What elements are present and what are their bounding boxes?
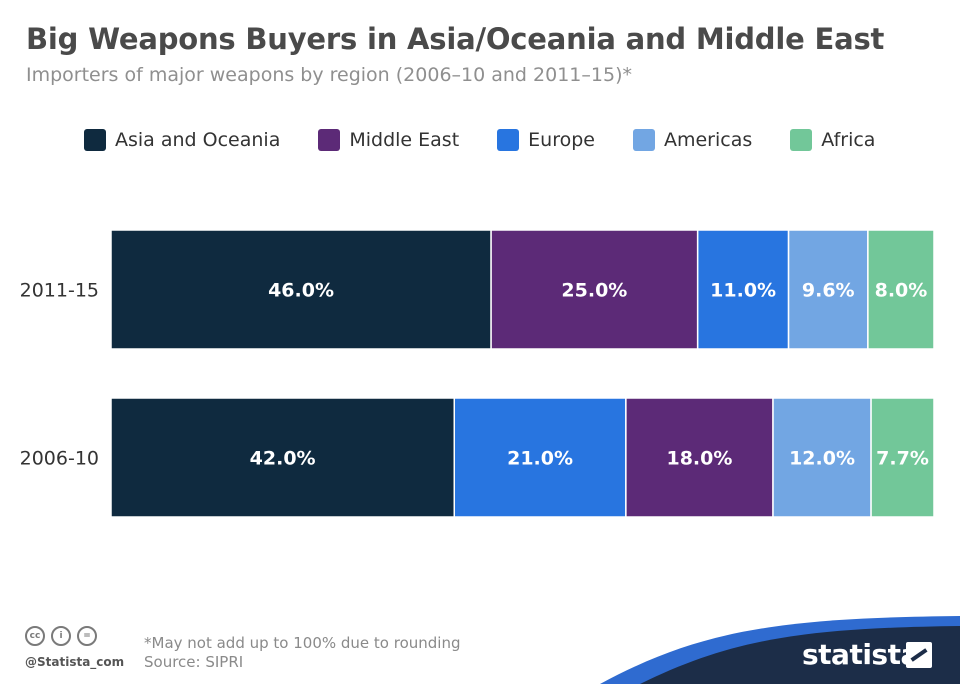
- legend-item: Americas: [632, 129, 753, 151]
- legend-swatch: [318, 129, 341, 151]
- data-label: 11.0%: [710, 280, 776, 302]
- bar-segment: [110, 397, 456, 518]
- chart-subtitle: Importers of major weapons by region (20…: [26, 64, 632, 86]
- bar-segment: [867, 229, 935, 350]
- bar-segment: [870, 397, 935, 518]
- category-label: 2006-10: [20, 448, 99, 470]
- legend-item: Africa: [790, 129, 875, 151]
- bar-segment: [110, 229, 492, 350]
- data-label: 42.0%: [250, 448, 316, 470]
- attribution-icon: i: [51, 626, 71, 646]
- license-icons: cc i =: [25, 626, 103, 646]
- data-label: 46.0%: [268, 280, 334, 302]
- legend-item: Middle East: [318, 129, 459, 151]
- data-label: 18.0%: [666, 448, 732, 470]
- data-label: 9.6%: [802, 280, 855, 302]
- legend: Asia and Oceania Middle East Europe America…: [84, 129, 913, 151]
- data-label: 12.0%: [789, 448, 855, 470]
- category-label: 2011-15: [20, 280, 99, 302]
- legend-swatch: [790, 129, 813, 151]
- source-text: Source: SIPRI: [144, 653, 244, 671]
- cc-icon: cc: [25, 626, 45, 646]
- statista-logo-mark: [906, 642, 932, 668]
- stacked-bar-chart: 2011-15 46.0% 25.0% 11.0% 9.6% 8.0% 2006-10 42.…: [20, 229, 935, 518]
- legend-label: Americas: [663, 129, 753, 151]
- legend-item: Europe: [497, 129, 595, 151]
- statista-handle: @Statista_com: [25, 655, 125, 669]
- footer-band: [600, 616, 960, 684]
- data-label: 25.0%: [561, 280, 627, 302]
- bar-segment: [772, 397, 872, 518]
- bar-segment: [453, 397, 627, 518]
- legend-label: Asia and Oceania: [115, 129, 281, 151]
- legend-label: Africa: [821, 129, 876, 151]
- data-label: 7.7%: [876, 448, 929, 470]
- legend-swatch: [497, 129, 520, 151]
- data-label: 21.0%: [507, 448, 573, 470]
- legend-swatch: [84, 129, 106, 151]
- no-derivatives-icon: =: [77, 626, 97, 646]
- bar-segment: [625, 397, 774, 518]
- statista-logo: statista: [802, 638, 919, 671]
- rounding-note: *May not add up to 100% due to rounding: [144, 634, 461, 652]
- bar-segment: [490, 229, 699, 350]
- legend-label: Europe: [528, 129, 595, 151]
- legend-label: Middle East: [349, 129, 460, 151]
- legend-item: Asia and Oceania: [84, 129, 280, 151]
- data-label: 8.0%: [875, 280, 928, 302]
- legend-swatch: [632, 129, 655, 151]
- chart-title: Big Weapons Buyers in Asia/Oceania and M…: [26, 22, 885, 56]
